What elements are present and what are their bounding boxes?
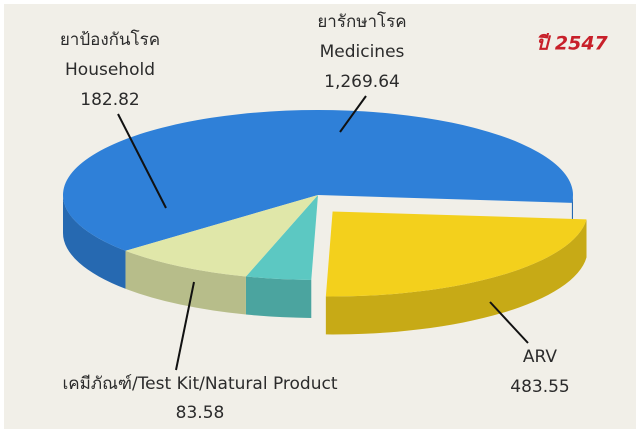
value-label: 182.82 (80, 90, 139, 110)
slice-shade (125, 250, 246, 315)
slice (63, 110, 574, 251)
leader-line (489, 301, 529, 344)
slice-label: Household (65, 60, 155, 80)
slice-side (125, 250, 246, 315)
leader-line (339, 95, 367, 133)
slice-side (325, 219, 587, 335)
slice (125, 195, 318, 277)
slice-shade (245, 276, 312, 318)
slice-shade (325, 219, 587, 335)
value-label: 1,269.64 (324, 72, 400, 92)
leader-line (117, 113, 167, 209)
slice-side (245, 276, 312, 318)
value-label: 483.55 (510, 377, 569, 397)
chart-title: ปี 2547 (536, 33, 608, 55)
slice-shade (63, 195, 126, 289)
slice-label-th: ยาป้องกันโรค (60, 29, 160, 50)
slice-label: Medicines (320, 42, 405, 62)
leader-line (175, 281, 195, 371)
slice-label: ARV (523, 347, 558, 367)
slice (245, 195, 318, 280)
slice-label: เคมีภัณฑ์/Test Kit/Natural Product (62, 374, 337, 394)
pie (63, 110, 587, 335)
slice-label-th: ยารักษาโรค (317, 11, 406, 32)
slice-side (63, 195, 126, 289)
value-label: 83.58 (176, 403, 225, 423)
slice (325, 211, 587, 297)
